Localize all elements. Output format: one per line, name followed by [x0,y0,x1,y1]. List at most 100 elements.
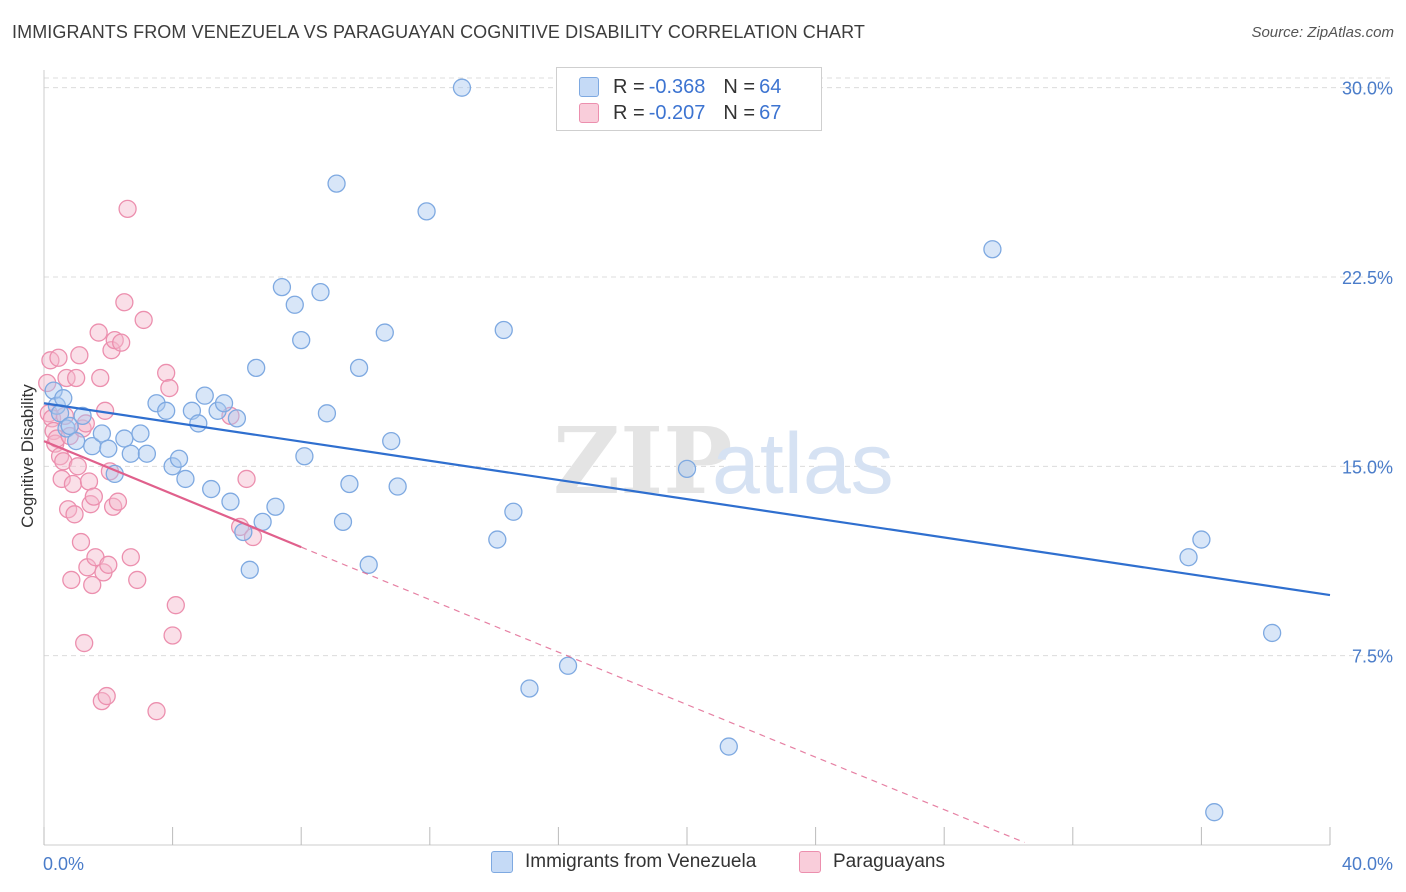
paraguayans-point-52 [163,626,182,645]
venezuela-point-4 [57,419,76,438]
paraguayans-point-51 [160,378,179,398]
series-swatch-blue [491,851,513,873]
venezuela-point-46 [382,431,401,451]
venezuela-point-19 [169,449,189,468]
venezuela-point-35 [285,295,304,314]
watermark: ZIP atlas [553,407,894,515]
legend-swatch-blue [579,77,599,97]
watermark-zip: ZIP [553,407,732,515]
series-swatch-pink [799,851,821,873]
paraguayans-point-19 [68,457,87,476]
y-tick-label-1: 15.0% [1342,457,1393,477]
paraguayans-point-0 [38,373,57,393]
venezuela-point-55 [677,459,697,479]
venezuela-point-24 [202,479,221,499]
y-tick-label-0: 7.5% [1352,647,1393,667]
paraguayans-point-45 [118,199,137,218]
venezuela-point-34 [272,277,292,297]
venezuela-point-15 [137,444,157,463]
paraguayans-point-29 [84,487,103,506]
legend-r-label: R = [613,101,645,124]
legend-n-label: N = [723,101,756,124]
paraguayans-point-53 [166,596,185,615]
venezuela-point-16 [147,394,166,413]
venezuela-point-13 [121,444,140,463]
paraguayans-point-32 [91,368,110,388]
trend-lines [43,402,1331,844]
correlation-legend: R = -0.368 N = 64 R = -0.207 N = 67 [556,67,822,131]
venezuela-point-22 [189,414,208,433]
paraguayans-point-20 [70,346,89,365]
watermark-atlas: atlas [712,416,894,512]
venezuela-point-20 [176,469,195,489]
venezuela-point-26 [214,394,234,413]
paraguayans-point-16 [63,474,83,494]
series-legend: Immigrants from Venezuela Paraguayans [0,851,1406,877]
paraguayans-point-10 [54,452,73,471]
paraguayans-point-9 [52,469,71,489]
venezuela-point-50 [488,530,507,549]
venezuela-point-60 [1205,803,1224,822]
legend-r-value-venezuela: -0.368 [648,75,706,98]
venezuela-point-37 [295,447,314,466]
venezuela-point-41 [333,512,353,532]
venezuela-point-7 [73,406,92,425]
legend-row-paraguayans: R = -0.207 N = 67 [579,100,781,126]
paraguayans-point-23 [75,633,94,653]
venezuela-point-43 [349,358,369,378]
paraguayans-point-7 [49,348,68,367]
paraguayans-point-56 [237,469,256,489]
paraguayans-point-46 [121,548,140,567]
venezuela-point-36 [292,330,311,350]
venezuela-point-53 [520,679,539,698]
venezuela-point-42 [340,474,359,494]
venezuela-point-33 [266,497,285,516]
paraguayans-point-31 [89,323,108,342]
paraguayans-point-49 [147,702,166,721]
y-tick-label-3: 30.0% [1342,79,1393,99]
venezuela-point-54 [558,656,578,675]
venezuela-point-58 [1179,548,1198,567]
y-tick-label-2: 22.5% [1342,268,1393,288]
venezuela-point-12 [115,429,134,448]
legend-r-label: R = [613,75,645,98]
venezuela-point-9 [92,424,112,443]
venezuela-point-17 [157,401,176,420]
venezuela-point-0 [44,381,63,400]
venezuela-point-10 [99,439,118,458]
paraguayans-point-50 [157,363,176,383]
x-tick-label-1: 40.0% [1342,854,1393,874]
venezuela-point-6 [67,431,86,451]
venezuela-point-51 [494,320,513,340]
paraguayans-point-15 [62,570,81,590]
paraguayans-point-18 [67,368,86,388]
legend-n-value-venezuela: 64 [759,75,782,98]
venezuela-point-47 [388,477,407,496]
venezuela-point-14 [131,424,150,443]
legend-n-value-paraguayans: 67 [759,101,782,124]
paraguayans-point-42 [108,492,128,511]
source-label: Source: ZipAtlas.com [1251,24,1394,41]
axes [43,70,1331,846]
chart-title: IMMIGRANTS FROM VENEZUELA VS PARAGUAYAN … [12,22,865,42]
legend-r-value-paraguayans: -0.207 [648,101,706,124]
paraguayans-point-37 [99,555,118,574]
paraguayans-point-21 [71,532,91,552]
x-tick-label-0: 0.0% [43,854,84,874]
series-label-paraguayans: Paraguayans [833,851,945,872]
paraguayans-trend-line [43,440,302,549]
venezuela-point-31 [247,358,266,378]
venezuela-point-39 [317,404,337,423]
venezuela-point-18 [163,457,182,476]
tick-labels: 7.5% 15.0% 22.5% 30.0% 0.0% 40.0% [43,79,1393,874]
paraguayans-point-26 [79,472,99,491]
paraguayans-point-12 [57,368,76,388]
paraguayans-trend-extension [300,546,1025,844]
paraguayans-point-44 [115,293,134,312]
venezuela-point-49 [452,78,472,97]
venezuela-trend-line [43,402,1331,597]
venezuela-point-38 [311,282,330,302]
legend-swatch-pink [579,103,599,123]
paraguayans-point-17 [65,505,84,524]
